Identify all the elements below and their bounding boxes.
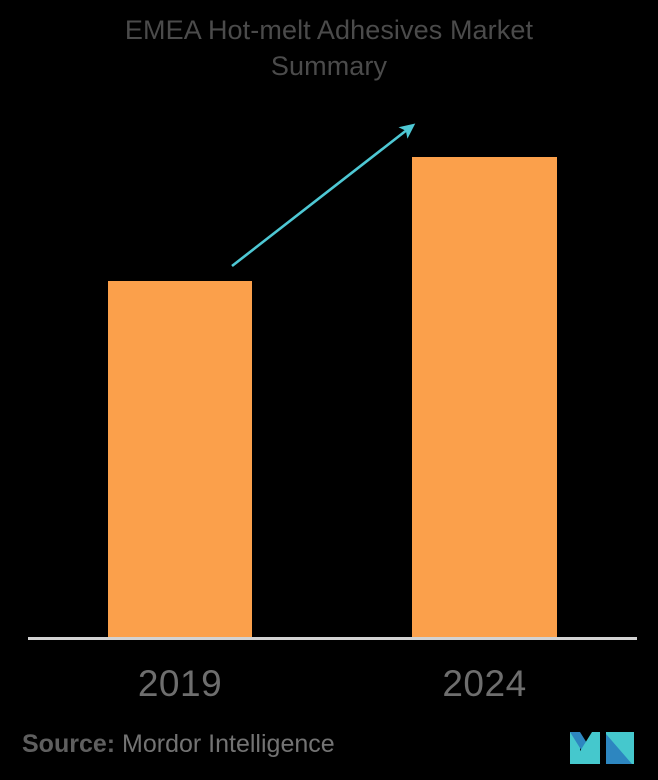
x-tick-label-2024: 2024	[442, 663, 527, 704]
bar-2019[interactable]	[108, 281, 252, 638]
source-note: Source: Mordor Intelligence	[22, 728, 335, 760]
x-axis-line	[28, 637, 637, 640]
bar-2024[interactable]	[412, 157, 557, 638]
chart-footer: Source: Mordor Intelligence	[0, 722, 658, 780]
chart-title: EMEA Hot-melt Adhesives Market Summary	[124, 15, 534, 81]
source-value: Mordor Intelligence	[115, 730, 335, 758]
growth-arrow-icon	[231, 123, 416, 268]
plot-area	[28, 123, 637, 640]
source-label: Source:	[22, 730, 116, 758]
mordor-intelligence-logo-icon	[570, 732, 634, 764]
x-tick-label-2019: 2019	[137, 663, 223, 704]
